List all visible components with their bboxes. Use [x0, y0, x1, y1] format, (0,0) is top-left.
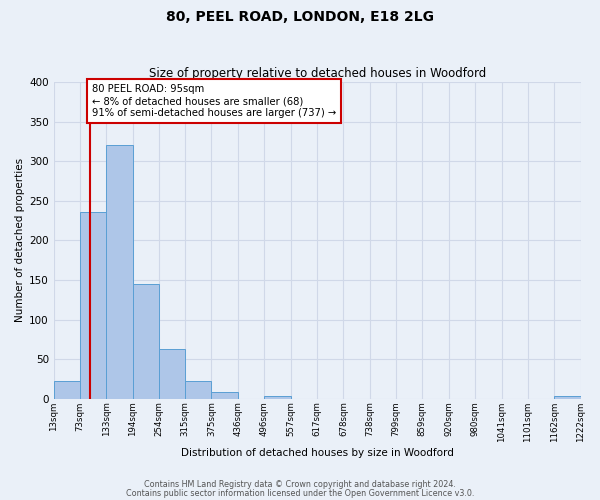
Text: Contains public sector information licensed under the Open Government Licence v3: Contains public sector information licen…	[126, 488, 474, 498]
Text: 80, PEEL ROAD, LONDON, E18 2LG: 80, PEEL ROAD, LONDON, E18 2LG	[166, 10, 434, 24]
Bar	[133, 284, 159, 399]
Bar	[211, 392, 238, 399]
Bar	[159, 349, 185, 399]
Bar	[54, 382, 80, 399]
Bar	[185, 382, 211, 399]
Text: 80 PEEL ROAD: 95sqm
← 8% of detached houses are smaller (68)
91% of semi-detache: 80 PEEL ROAD: 95sqm ← 8% of detached hou…	[92, 84, 336, 117]
Bar	[106, 146, 133, 399]
X-axis label: Distribution of detached houses by size in Woodford: Distribution of detached houses by size …	[181, 448, 454, 458]
Bar	[554, 396, 581, 399]
Bar	[80, 212, 106, 399]
Y-axis label: Number of detached properties: Number of detached properties	[15, 158, 25, 322]
Text: Contains HM Land Registry data © Crown copyright and database right 2024.: Contains HM Land Registry data © Crown c…	[144, 480, 456, 489]
Title: Size of property relative to detached houses in Woodford: Size of property relative to detached ho…	[149, 66, 486, 80]
Bar	[264, 396, 291, 399]
